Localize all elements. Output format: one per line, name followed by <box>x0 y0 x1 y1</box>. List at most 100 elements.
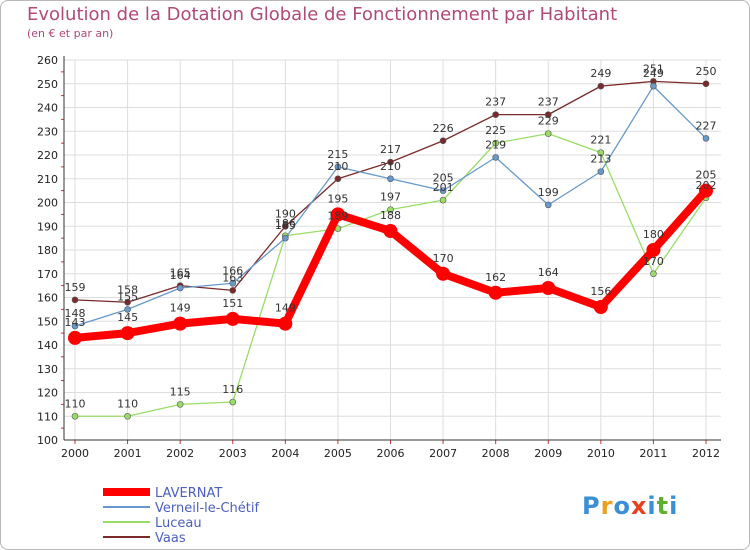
value-label-luceau-2000: 110 <box>65 397 86 410</box>
x-tick-label-2010: 2010 <box>587 447 615 460</box>
value-label-lavernat-2004: 149 <box>275 302 296 315</box>
point-verneillechtif-2011 <box>650 82 657 90</box>
point-vaas-2005 <box>334 175 342 183</box>
value-label-lavernat-2002: 149 <box>170 302 191 315</box>
y-tick-label-110: 110 <box>37 410 58 423</box>
value-label-verneillechtif-2008: 219 <box>485 138 506 151</box>
value-label-luceau-2003: 116 <box>222 383 243 396</box>
value-label-vaas-2008: 237 <box>485 96 506 109</box>
y-tick-label-200: 200 <box>37 197 58 210</box>
point-lavernat-2009 <box>541 281 556 295</box>
point-vaas-2006 <box>387 158 394 166</box>
x-tick-label-2003: 2003 <box>219 447 247 460</box>
point-lavernat-2012 <box>699 183 713 198</box>
value-label-lavernat-2003: 151 <box>222 297 243 310</box>
point-vaas-2001 <box>124 298 131 306</box>
point-luceau-2008 <box>492 139 499 147</box>
point-lavernat-2001 <box>120 326 135 341</box>
axis-layer: 100 110 120 130 140 150 160 170 180 190 200 210 220 2… <box>37 54 721 460</box>
legend-label-lavernat: LAVERNAT <box>155 486 222 501</box>
value-label-verneillechtif-2011: 249 <box>643 67 664 80</box>
series-layer <box>68 78 713 420</box>
value-label-vaas-2004: 190 <box>275 207 296 220</box>
value-label-luceau-2007: 201 <box>433 181 454 194</box>
y-tick-label-100: 100 <box>37 434 58 447</box>
y-tick-label-120: 120 <box>37 387 58 400</box>
point-luceau-2001 <box>124 412 131 420</box>
grid-layer <box>64 59 721 441</box>
value-label-vaas-2000: 159 <box>65 281 86 294</box>
point-verneillechtif-2010 <box>597 168 605 175</box>
point-lavernat-2010 <box>593 300 608 314</box>
chart-title: Evolution de la Dotation Globale de Fonc… <box>27 4 618 25</box>
y-tick-label-250: 250 <box>37 78 58 91</box>
logo-letter: x <box>630 492 648 520</box>
x-tick-label-2009: 2009 <box>534 447 562 460</box>
value-label-luceau-2006: 197 <box>380 191 401 204</box>
value-label-vaas-2002: 165 <box>170 267 191 280</box>
value-label-vaas-2009: 237 <box>538 96 559 109</box>
value-label-luceau-2011: 170 <box>643 255 664 268</box>
x-tick-label-2004: 2004 <box>271 447 299 460</box>
value-label-verneillechtif-2010: 213 <box>590 153 611 166</box>
point-luceau-2000 <box>71 412 79 420</box>
y-tick-label-190: 190 <box>37 220 58 233</box>
point-verneillechtif-2007 <box>439 187 447 194</box>
point-verneillechtif-2008 <box>492 154 499 161</box>
point-verneillechtif-2012 <box>702 135 710 142</box>
value-label-verneillechtif-2003: 166 <box>222 264 243 277</box>
value-label-lavernat-2012: 205 <box>696 169 717 182</box>
value-label-lavernat-2000: 143 <box>65 316 86 329</box>
point-luceau-2006 <box>387 206 394 213</box>
value-label-verneillechtif-2006: 210 <box>380 160 401 173</box>
y-tick-label-150: 150 <box>37 315 58 328</box>
legend-label-luceau: Luceau <box>155 516 202 531</box>
logo-letter: r <box>600 492 614 520</box>
point-luceau-2009 <box>544 130 552 137</box>
legend-label-vaas: Vaas <box>155 531 186 546</box>
point-lavernat-2011 <box>646 243 661 257</box>
y-tick-label-220: 220 <box>37 149 58 162</box>
point-luceau-2011 <box>650 270 657 278</box>
point-lavernat-2008 <box>488 285 503 300</box>
point-verneillechtif-2006 <box>387 175 394 183</box>
point-verneillechtif-2002 <box>176 284 184 292</box>
x-tick-label-2006: 2006 <box>377 447 405 460</box>
value-label-verneillechtif-2004: 185 <box>275 219 296 232</box>
point-vaas-2007 <box>439 137 447 145</box>
value-label-lavernat-2007: 170 <box>433 252 454 265</box>
point-vaas-2012 <box>702 80 710 88</box>
y-tick-label-210: 210 <box>37 173 58 186</box>
point-verneillechtif-2000 <box>71 322 79 330</box>
value-label-lavernat-2010: 156 <box>590 285 611 298</box>
y-tick-label-230: 230 <box>37 125 58 138</box>
point-lavernat-2005 <box>330 207 345 222</box>
value-label-vaas-2011: 251 <box>643 62 664 75</box>
value-label-verneillechtif-2000: 148 <box>65 307 86 320</box>
value-label-verneillechtif-2009: 199 <box>538 186 559 199</box>
logo-letter: P <box>582 492 601 520</box>
x-tick-label-2002: 2002 <box>166 447 194 460</box>
value-label-vaas-2012: 250 <box>696 65 717 78</box>
point-lavernat-2007 <box>436 266 451 281</box>
y-tick-label-160: 160 <box>37 292 58 305</box>
point-lavernat-2004 <box>278 316 293 331</box>
point-verneillechtif-2001 <box>124 306 131 313</box>
y-tick-label-240: 240 <box>37 102 58 115</box>
value-label-vaas-2003: 163 <box>222 271 243 284</box>
value-label-luceau-2005: 189 <box>327 210 348 223</box>
point-verneillechtif-2009 <box>544 201 552 209</box>
value-label-luceau-2012: 202 <box>696 179 717 192</box>
value-label-verneillechtif-2002: 164 <box>170 269 191 282</box>
proxiti-logo: Proxiti <box>582 492 678 520</box>
x-tick-label-2011: 2011 <box>639 447 667 460</box>
value-label-lavernat-2006: 188 <box>380 209 401 222</box>
value-label-lavernat-2011: 180 <box>643 228 664 241</box>
value-label-vaas-2006: 217 <box>380 143 401 156</box>
value-label-vaas-2001: 158 <box>117 283 138 296</box>
point-vaas-2003 <box>229 287 237 294</box>
value-label-vaas-2010: 249 <box>590 67 611 80</box>
value-label-lavernat-2008: 162 <box>485 271 506 284</box>
